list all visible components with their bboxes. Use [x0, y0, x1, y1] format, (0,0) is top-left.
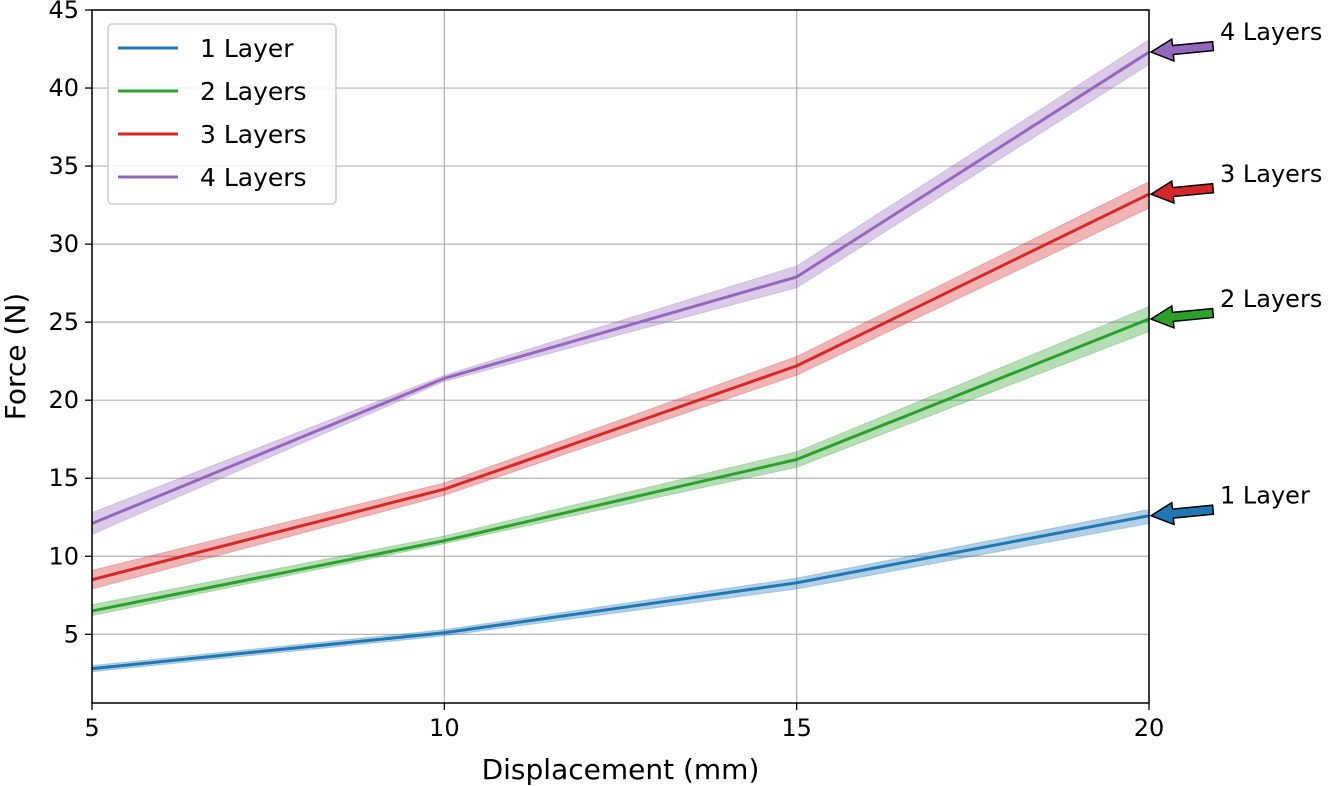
legend-box	[107, 23, 337, 205]
annotation-arrow	[1149, 179, 1215, 205]
legend-label: 3 Layers	[200, 120, 307, 149]
x-tick-label: 20	[1134, 714, 1165, 742]
x-tick-label: 15	[781, 714, 812, 742]
y-tick-label: 35	[48, 152, 79, 180]
y-tick-label: 45	[48, 0, 79, 24]
annotations: 4 Layers 3 Layers 2 Layers 1 Layer	[1149, 18, 1322, 526]
annotation-label: 1 Layer	[1220, 482, 1310, 510]
annotation-arrow	[1149, 501, 1215, 526]
x-tick-label: 10	[429, 714, 460, 742]
annotation-label: 4 Layers	[1220, 18, 1322, 46]
line-series-1	[91, 514, 1150, 671]
line-series-3	[91, 192, 1150, 582]
legend-label: 4 Layers	[200, 163, 307, 192]
y-tick-label: 20	[48, 386, 79, 414]
y-axis-ticks: 5 10 15 20 25 30 35 40 45	[48, 0, 92, 648]
y-tick-label: 15	[48, 464, 79, 492]
series-lines	[91, 50, 1150, 671]
line-series-2	[91, 317, 1150, 613]
x-axis-title: Displacement (mm)	[482, 753, 760, 786]
y-tick-label: 5	[64, 620, 79, 648]
annotation-arrow	[1149, 304, 1215, 330]
annotation-label: 2 Layers	[1220, 285, 1322, 313]
plot-frame	[91, 9, 1150, 704]
annotation-label: 3 Layers	[1220, 160, 1322, 188]
legend-label: 1 Layer	[200, 34, 294, 63]
line-series-4	[91, 50, 1150, 525]
y-tick-label: 25	[48, 308, 79, 336]
x-tick-label: 5	[84, 714, 99, 742]
x-axis-ticks: 5 10 15 20	[84, 703, 1164, 742]
y-axis-title: Force (N)	[0, 293, 32, 420]
y-tick-label: 30	[48, 230, 79, 258]
annotation-arrow	[1149, 37, 1215, 63]
y-tick-label: 40	[48, 74, 79, 102]
y-tick-label: 10	[48, 542, 79, 570]
legend: 1 Layer 2 Layers 3 Layers 4 Layers	[107, 23, 337, 205]
legend-label: 2 Layers	[200, 77, 307, 106]
